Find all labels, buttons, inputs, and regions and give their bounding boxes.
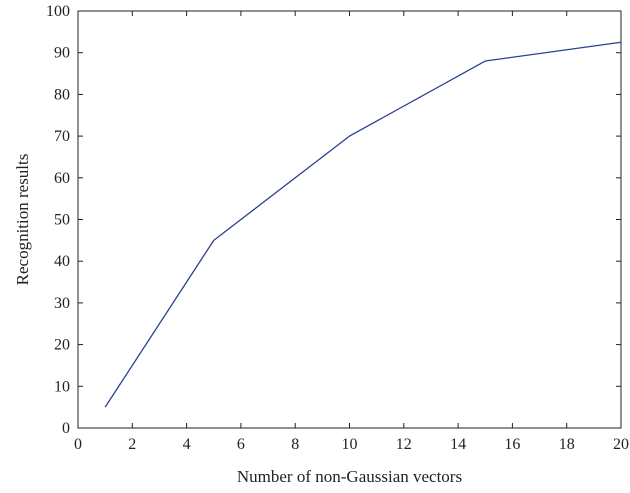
y-tick-label: 10 <box>54 378 70 395</box>
x-tick-label: 16 <box>504 436 520 453</box>
x-tick-label: 20 <box>613 436 629 453</box>
x-tick-label: 14 <box>450 436 466 453</box>
x-tick-label: 6 <box>237 436 245 453</box>
y-tick-label: 20 <box>54 337 70 354</box>
x-tick-label: 12 <box>396 436 412 453</box>
x-tick-label: 8 <box>291 436 299 453</box>
y-tick-label: 90 <box>54 45 70 62</box>
x-tick-label: 4 <box>183 436 191 453</box>
y-tick-label: 40 <box>54 253 70 270</box>
series-layer <box>104 41 622 408</box>
y-tick-label: 0 <box>62 420 70 437</box>
x-tick-label: 10 <box>342 436 358 453</box>
y-tick-label: 30 <box>54 295 70 312</box>
x-axis-ticks: 0 2 4 6 8 10 12 14 16 18 20 <box>74 11 629 453</box>
y-tick-label: 80 <box>54 86 70 103</box>
plot-area <box>77 10 622 429</box>
y-tick-label: 70 <box>54 128 70 145</box>
y-tick-label: 100 <box>46 3 70 20</box>
x-tick-label: 0 <box>74 436 82 453</box>
y-tick-label: 50 <box>54 212 70 229</box>
series-line <box>104 41 622 408</box>
y-axis-ticks: 0 10 20 30 40 50 60 70 80 90 100 <box>46 3 621 437</box>
x-axis-title: Number of non-Gaussian vectors <box>237 467 462 486</box>
x-tick-label: 2 <box>128 436 136 453</box>
y-tick-label: 60 <box>54 170 70 187</box>
x-tick-label: 18 <box>559 436 575 453</box>
y-axis-title: Recognition results <box>13 154 32 286</box>
